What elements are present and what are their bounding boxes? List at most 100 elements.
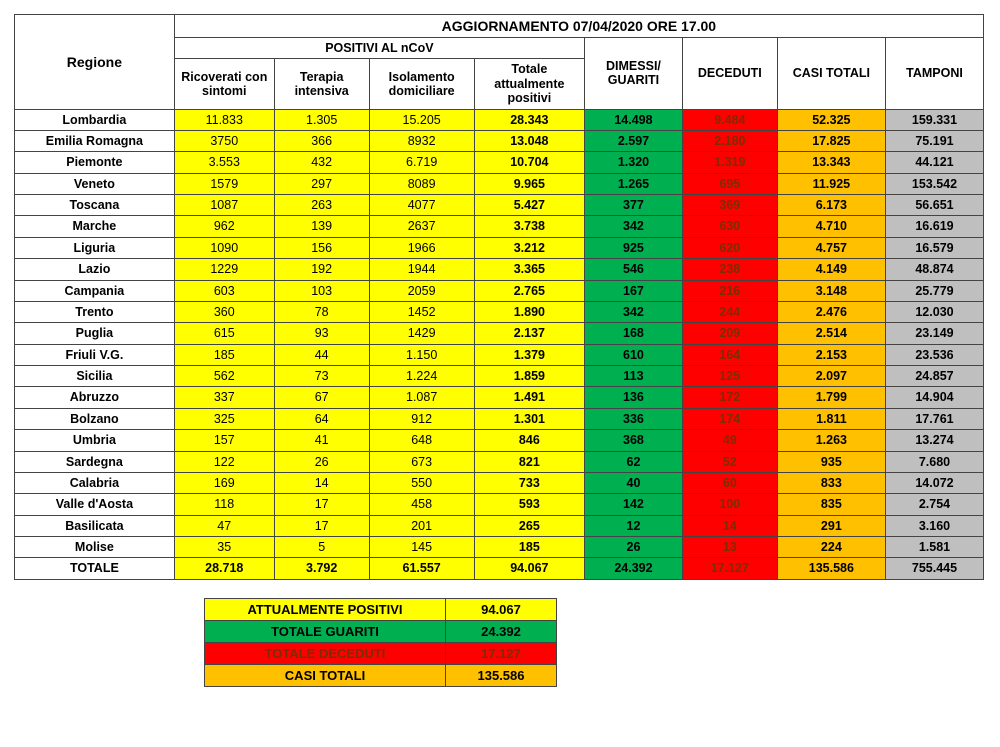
cell-iso: 912 [369, 408, 474, 429]
cell-tot: 846 [474, 430, 584, 451]
legend-deceduti-value: 17.127 [446, 642, 557, 664]
cell-ric: 603 [174, 280, 274, 301]
table-row: Emilia Romagna3750366893213.0482.5972.18… [15, 130, 984, 151]
cell-tam: 25.779 [885, 280, 983, 301]
cell-cas: 2.476 [777, 301, 885, 322]
legend-att-pos-value: 94.067 [446, 598, 557, 620]
cell-tot: 1.491 [474, 387, 584, 408]
cell-cas: 135.586 [777, 558, 885, 579]
cell-cas: 1.811 [777, 408, 885, 429]
cell-ric: 325 [174, 408, 274, 429]
table-row: Lazio122919219443.3655462384.14948.874 [15, 259, 984, 280]
cell-iso: 458 [369, 494, 474, 515]
cell-dec: 125 [682, 366, 777, 387]
cell-dim: 1.265 [585, 173, 683, 194]
cell-ter: 17 [274, 494, 369, 515]
cell-reg: Lombardia [15, 109, 175, 130]
cell-reg: Toscana [15, 195, 175, 216]
cell-ter: 17 [274, 515, 369, 536]
cell-iso: 550 [369, 472, 474, 493]
cell-dim: 168 [585, 323, 683, 344]
cell-dec: 49 [682, 430, 777, 451]
cell-ric: 3.553 [174, 152, 274, 173]
cell-reg: Umbria [15, 430, 175, 451]
cell-dec: 2.180 [682, 130, 777, 151]
cell-dec: 695 [682, 173, 777, 194]
cell-dec: 52 [682, 451, 777, 472]
cell-iso: 1944 [369, 259, 474, 280]
header-positivi-group: POSITIVI AL nCoV [174, 38, 584, 59]
cell-tam: 23.149 [885, 323, 983, 344]
cell-tot: 1.890 [474, 301, 584, 322]
cell-tot: 3.365 [474, 259, 584, 280]
cell-dec: 209 [682, 323, 777, 344]
table-row: Sicilia562731.2241.8591131252.09724.857 [15, 366, 984, 387]
header-isolamento: Isolamento domiciliare [369, 59, 474, 109]
table-header: Regione AGGIORNAMENTO 07/04/2020 ORE 17.… [15, 15, 984, 110]
cell-cas: 6.173 [777, 195, 885, 216]
cell-ric: 185 [174, 344, 274, 365]
cell-reg: Trento [15, 301, 175, 322]
cell-iso: 673 [369, 451, 474, 472]
cell-reg: Sicilia [15, 366, 175, 387]
cell-tam: 56.651 [885, 195, 983, 216]
cell-dec: 9.484 [682, 109, 777, 130]
cell-cas: 17.825 [777, 130, 885, 151]
cell-tam: 14.904 [885, 387, 983, 408]
legend-guariti-label: TOTALE GUARITI [205, 620, 446, 642]
cell-ter: 1.305 [274, 109, 369, 130]
cell-ter: 263 [274, 195, 369, 216]
cell-ric: 1579 [174, 173, 274, 194]
cell-tam: 13.274 [885, 430, 983, 451]
table-row: Veneto157929780899.9651.26569511.925153.… [15, 173, 984, 194]
cell-dec: 17.127 [682, 558, 777, 579]
cell-tot: 733 [474, 472, 584, 493]
cell-dim: 546 [585, 259, 683, 280]
cell-cas: 291 [777, 515, 885, 536]
cell-ter: 26 [274, 451, 369, 472]
cell-cas: 4.710 [777, 216, 885, 237]
cell-tot: 9.965 [474, 173, 584, 194]
cell-tam: 14.072 [885, 472, 983, 493]
cell-tam: 12.030 [885, 301, 983, 322]
cell-reg: Marche [15, 216, 175, 237]
table-row: Toscana108726340775.4273773696.17356.651 [15, 195, 984, 216]
cell-ric: 1087 [174, 195, 274, 216]
cell-iso: 1452 [369, 301, 474, 322]
cell-dim: 24.392 [585, 558, 683, 579]
header-tamponi: TAMPONI [885, 38, 983, 110]
cell-tot: 2.137 [474, 323, 584, 344]
covid-data-table: Regione AGGIORNAMENTO 07/04/2020 ORE 17.… [14, 14, 984, 580]
table-row: Sardegna1222667382162529357.680 [15, 451, 984, 472]
cell-ter: 64 [274, 408, 369, 429]
cell-dim: 336 [585, 408, 683, 429]
cell-tam: 75.191 [885, 130, 983, 151]
cell-cas: 2.514 [777, 323, 885, 344]
cell-cas: 13.343 [777, 152, 885, 173]
cell-dim: 62 [585, 451, 683, 472]
cell-reg: Molise [15, 537, 175, 558]
cell-dim: 26 [585, 537, 683, 558]
cell-ric: 157 [174, 430, 274, 451]
legend-casi-label: CASI TOTALI [205, 664, 446, 686]
cell-tot: 593 [474, 494, 584, 515]
cell-dim: 113 [585, 366, 683, 387]
cell-iso: 1429 [369, 323, 474, 344]
table-row: Basilicata471720126512142913.160 [15, 515, 984, 536]
cell-iso: 4077 [369, 195, 474, 216]
legend-att-pos-label: ATTUALMENTE POSITIVI [205, 598, 446, 620]
cell-dim: 377 [585, 195, 683, 216]
cell-tam: 159.331 [885, 109, 983, 130]
cell-ter: 3.792 [274, 558, 369, 579]
header-dimessi: DIMESSI/ GUARITI [585, 38, 683, 110]
cell-cas: 11.925 [777, 173, 885, 194]
cell-iso: 15.205 [369, 109, 474, 130]
cell-tam: 2.754 [885, 494, 983, 515]
cell-dec: 620 [682, 237, 777, 258]
cell-reg: Lazio [15, 259, 175, 280]
cell-cas: 2.153 [777, 344, 885, 365]
cell-tot: 94.067 [474, 558, 584, 579]
cell-dim: 40 [585, 472, 683, 493]
cell-dec: 174 [682, 408, 777, 429]
cell-dim: 342 [585, 301, 683, 322]
